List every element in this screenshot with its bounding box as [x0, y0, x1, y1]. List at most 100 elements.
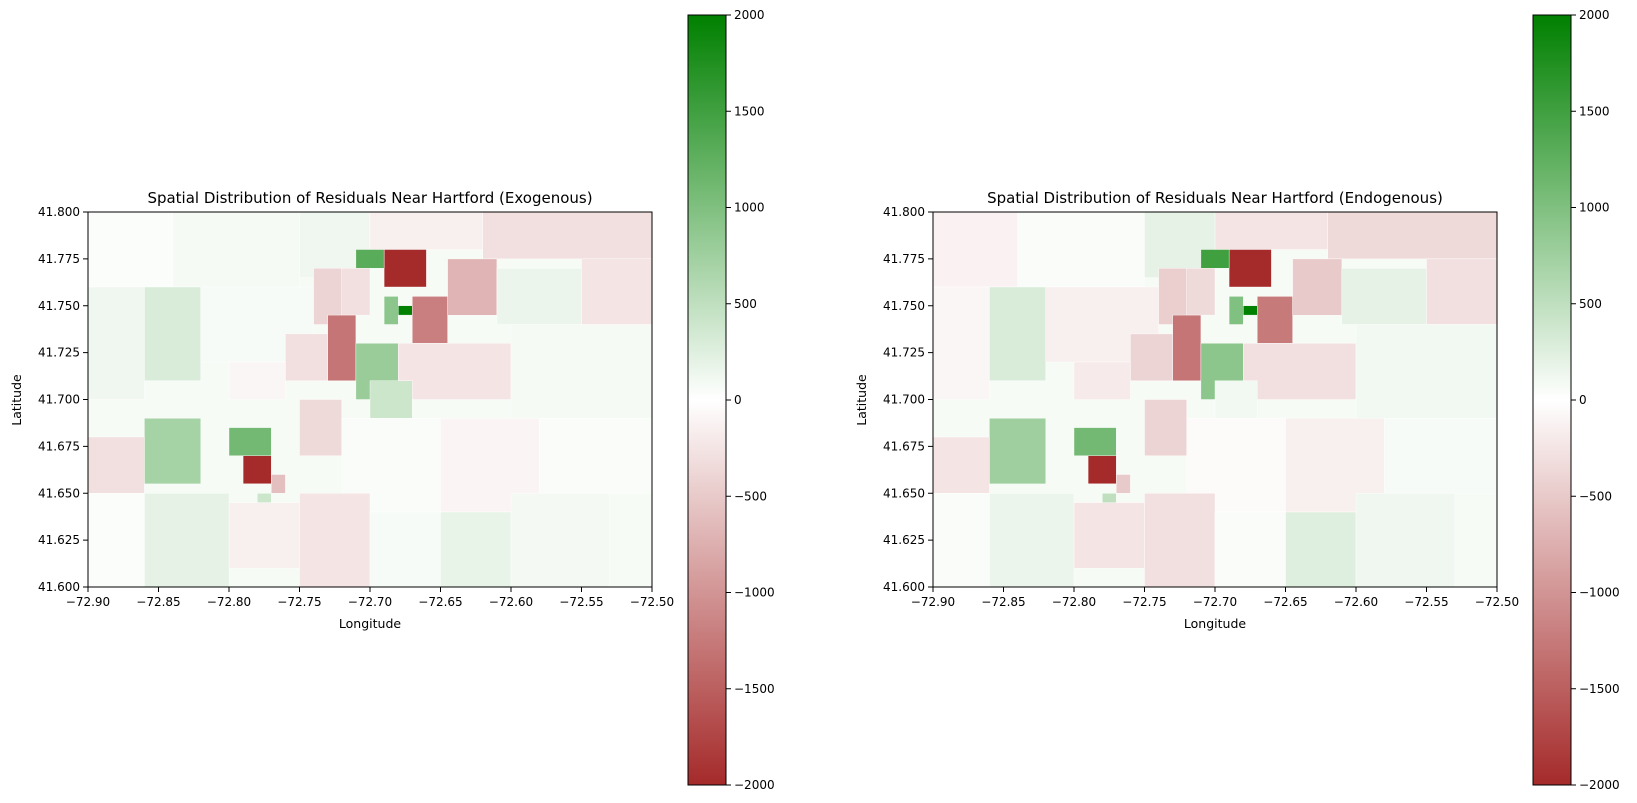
x-axis-label: Longitude: [339, 616, 401, 631]
y-tick-label: 41.625: [883, 533, 925, 547]
map-region: [1116, 474, 1131, 494]
y-tick-label: 41.700: [883, 393, 925, 407]
colorbar-tick-label: 0: [734, 393, 742, 407]
colorbar-tick-label: −500: [1579, 489, 1612, 503]
colorbar-gradient: [1532, 14, 1572, 786]
map-region: [1144, 493, 1216, 588]
colorbar-tick-label: 1500: [1579, 104, 1610, 118]
x-tick-label: −72.50: [1475, 595, 1519, 609]
map-region: [932, 286, 990, 400]
colorbar-tick-label: −500: [734, 489, 767, 503]
map-region: [383, 249, 427, 288]
y-axis: 41.600 41.625 41.650 41.675 41.700 41.725 41.7…: [38, 205, 88, 594]
map-region: [327, 314, 357, 381]
x-axis: −72.90 −72.85 −72.80 −72.75 −72.70 −72.65 −72.…: [66, 587, 674, 609]
map-region: [1257, 296, 1293, 344]
colorbar: −2000 −1500 −1000 −500 0 500 1000 1500 2000: [687, 8, 775, 792]
y-axis-label: Latitude: [854, 374, 869, 426]
map-region: [496, 268, 582, 325]
y-tick-label: 41.625: [38, 533, 80, 547]
y-tick-label: 41.675: [883, 439, 925, 453]
map-region: [510, 324, 653, 419]
map-region: [1228, 296, 1244, 325]
map-region: [1285, 511, 1357, 588]
colorbar-tick-label: −1500: [1579, 682, 1620, 696]
x-tick-label: −72.85: [981, 595, 1025, 609]
map-region: [1214, 380, 1258, 419]
x-tick-label: −72.60: [489, 595, 533, 609]
x-tick-label: −72.50: [630, 595, 674, 609]
colorbar-gradient: [687, 14, 727, 786]
y-tick-label: 41.700: [38, 393, 80, 407]
map-region: [1383, 418, 1498, 494]
colorbar: −2000 −1500 −1000 −500 0 500 1000 1500 2000: [1532, 8, 1620, 792]
map-region: [1214, 511, 1286, 588]
map-region: [285, 333, 328, 381]
map-region: [1214, 211, 1329, 250]
map-region: [989, 286, 1047, 381]
map-title: Spatial Distribution of Residuals Near H…: [147, 189, 592, 207]
map-region: [1017, 211, 1145, 288]
colorbar-tick-label: 2000: [734, 8, 765, 22]
region-layer: [932, 211, 1498, 588]
map-region: [398, 343, 512, 400]
x-tick-label: −72.65: [418, 595, 462, 609]
x-tick-label: −72.60: [1334, 595, 1378, 609]
x-tick-label: −72.55: [559, 595, 603, 609]
colorbar-tick-label: 1000: [1579, 201, 1610, 215]
map-region: [1200, 249, 1230, 269]
colorbar-tick-label: −1000: [1579, 586, 1620, 600]
y-axis-label: Latitude: [9, 374, 24, 426]
y-tick-label: 41.800: [38, 205, 80, 219]
map-region: [87, 286, 145, 400]
colorbar-tick-label: 500: [1579, 297, 1602, 311]
colorbar-tick-label: 2000: [1579, 8, 1610, 22]
x-axis-label: Longitude: [1184, 616, 1246, 631]
map-region: [1327, 211, 1498, 260]
map-region: [228, 427, 272, 456]
y-tick-label: 41.750: [38, 299, 80, 313]
map-region: [1242, 343, 1357, 400]
map-region: [1172, 314, 1202, 381]
map-region: [369, 380, 413, 419]
colorbar-tick-label: 1000: [734, 201, 765, 215]
colorbar-tick-label: −2000: [734, 778, 775, 792]
colorbar-tick-label: 500: [734, 297, 757, 311]
y-axis: 41.600 41.625 41.650 41.675 41.700 41.725 41.7…: [883, 205, 933, 594]
map-region: [341, 268, 371, 316]
map-region: [412, 296, 448, 344]
map-region: [1426, 258, 1498, 325]
map-region: [1355, 324, 1498, 419]
map-region: [398, 305, 413, 316]
map-region: [447, 258, 498, 316]
map-region: [482, 211, 653, 260]
map-region: [1087, 455, 1117, 485]
colorbar-tick-label: −2000: [1579, 778, 1620, 792]
map-region: [932, 493, 990, 588]
x-tick-label: −72.75: [277, 595, 321, 609]
map-region: [383, 296, 399, 325]
y-tick-label: 41.600: [38, 580, 80, 594]
y-tick-label: 41.775: [883, 252, 925, 266]
x-tick-label: −72.90: [911, 595, 955, 609]
map-region: [1242, 305, 1258, 316]
colorbar-ticks: −2000 −1500 −1000 −500 0 500 1000 1500 2000: [1571, 8, 1620, 792]
x-tick-label: −72.80: [1052, 595, 1096, 609]
x-tick-label: −72.75: [1122, 595, 1166, 609]
y-tick-label: 41.650: [883, 486, 925, 500]
colorbar-tick-label: 0: [1579, 393, 1587, 407]
map-region: [242, 455, 272, 485]
region-layer: [87, 211, 653, 588]
x-axis: −72.90 −72.85 −72.80 −72.75 −72.70 −72.65 −72.…: [911, 587, 1519, 609]
map-panel-exogenous: Spatial Distribution of Residuals Near H…: [9, 8, 775, 792]
colorbar-tick-label: −1500: [734, 682, 775, 696]
map-region: [539, 418, 653, 494]
y-tick-label: 41.650: [38, 486, 80, 500]
colorbar-ticks: −2000 −1500 −1000 −500 0 500 1000 1500 2000: [726, 8, 775, 792]
map-region: [87, 493, 145, 588]
map-region: [581, 258, 653, 325]
map-region: [1341, 268, 1427, 325]
map-panel-endogenous: Spatial Distribution of Residuals Near H…: [854, 8, 1620, 792]
map-region: [355, 249, 385, 269]
